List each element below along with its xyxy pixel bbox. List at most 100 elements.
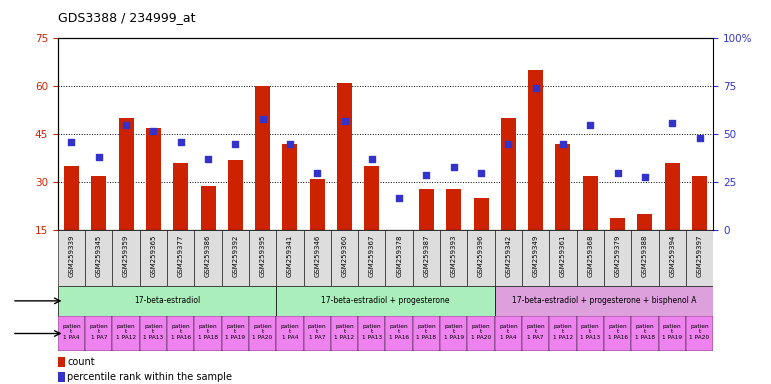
Text: 17-beta-estradiol: 17-beta-estradiol: [134, 296, 200, 305]
Bar: [249, 230, 276, 286]
Bar: [495, 230, 522, 286]
Bar: [113, 316, 140, 351]
Bar: [304, 316, 331, 351]
Bar: [446, 189, 461, 278]
Text: patien
t
1 PA18: patien t 1 PA18: [198, 324, 218, 339]
Bar: [386, 230, 412, 286]
Bar: [692, 176, 707, 278]
Text: patien
t
1 PA16: patien t 1 PA16: [170, 324, 190, 339]
Bar: [58, 372, 65, 382]
Bar: [501, 118, 516, 278]
Text: GSM259367: GSM259367: [369, 235, 375, 277]
Text: count: count: [67, 358, 95, 367]
Bar: [58, 230, 85, 286]
Text: patien
t
1 PA16: patien t 1 PA16: [608, 324, 628, 339]
Text: patien
t
1 PA18: patien t 1 PA18: [635, 324, 655, 339]
Bar: [227, 160, 243, 278]
Text: GDS3388 / 234999_at: GDS3388 / 234999_at: [58, 12, 195, 25]
Text: GSM259345: GSM259345: [96, 235, 102, 277]
Text: GSM259360: GSM259360: [342, 235, 348, 277]
Text: patien
t
1 PA4: patien t 1 PA4: [62, 324, 81, 339]
Text: 17-beta-estradiol + progesterone + bisphenol A: 17-beta-estradiol + progesterone + bisph…: [512, 296, 696, 305]
Point: [666, 120, 678, 126]
Point: [693, 135, 705, 141]
Bar: [221, 316, 249, 351]
Text: GSM259339: GSM259339: [69, 235, 75, 277]
Text: GSM259393: GSM259393: [451, 235, 456, 277]
Bar: [146, 128, 161, 278]
Bar: [419, 189, 434, 278]
Bar: [577, 230, 604, 286]
Text: patien
t
1 PA19: patien t 1 PA19: [225, 324, 245, 339]
Bar: [58, 357, 65, 367]
Text: GSM259359: GSM259359: [123, 235, 129, 277]
Text: GSM259377: GSM259377: [177, 235, 183, 277]
Bar: [583, 176, 598, 278]
Text: GSM259386: GSM259386: [205, 235, 211, 277]
Text: patien
t
1 PA13: patien t 1 PA13: [581, 324, 601, 339]
Point: [202, 156, 214, 162]
Bar: [113, 230, 140, 286]
Bar: [467, 316, 495, 351]
Text: patien
t
1 PA19: patien t 1 PA19: [443, 324, 464, 339]
Text: patien
t
1 PA12: patien t 1 PA12: [116, 324, 136, 339]
Bar: [359, 230, 386, 286]
Bar: [331, 230, 359, 286]
Text: percentile rank within the sample: percentile rank within the sample: [67, 372, 233, 382]
Bar: [658, 316, 686, 351]
Bar: [386, 316, 412, 351]
Bar: [522, 230, 549, 286]
Text: GSM259396: GSM259396: [478, 235, 484, 277]
Text: GSM259349: GSM259349: [533, 235, 539, 277]
Point: [448, 164, 460, 170]
Bar: [221, 230, 249, 286]
Text: patien
t
1 PA12: patien t 1 PA12: [553, 324, 573, 339]
Bar: [549, 230, 577, 286]
Point: [120, 122, 133, 128]
Bar: [331, 316, 359, 351]
Bar: [610, 218, 625, 278]
Text: patien
t
1 PA13: patien t 1 PA13: [362, 324, 382, 339]
Bar: [365, 166, 379, 278]
Bar: [473, 199, 489, 278]
Bar: [638, 214, 652, 278]
Point: [338, 118, 351, 124]
Point: [174, 139, 187, 145]
Point: [584, 122, 597, 128]
Bar: [194, 316, 222, 351]
Point: [530, 85, 542, 91]
Bar: [522, 316, 549, 351]
Bar: [631, 316, 658, 351]
Text: patien
t
1 PA12: patien t 1 PA12: [335, 324, 355, 339]
Bar: [686, 316, 713, 351]
Bar: [58, 286, 276, 316]
Text: GSM259361: GSM259361: [560, 235, 566, 277]
Bar: [119, 118, 133, 278]
Bar: [173, 163, 188, 278]
Text: GSM259388: GSM259388: [642, 235, 648, 277]
Bar: [555, 144, 571, 278]
Text: patien
t
1 PA19: patien t 1 PA19: [662, 324, 682, 339]
Bar: [167, 316, 194, 351]
Bar: [665, 163, 680, 278]
Bar: [440, 230, 467, 286]
Bar: [359, 316, 386, 351]
Bar: [549, 316, 577, 351]
Point: [66, 139, 78, 145]
Text: GSM259365: GSM259365: [150, 235, 157, 277]
Point: [502, 141, 514, 147]
Point: [257, 116, 269, 122]
Text: patien
t
1 PA20: patien t 1 PA20: [252, 324, 273, 339]
Point: [420, 172, 433, 178]
Point: [638, 174, 651, 180]
Bar: [255, 86, 270, 278]
Bar: [412, 316, 440, 351]
Point: [475, 170, 487, 176]
Point: [284, 141, 296, 147]
Bar: [631, 230, 658, 286]
Point: [93, 154, 105, 161]
Text: patien
t
1 PA16: patien t 1 PA16: [389, 324, 409, 339]
Text: GSM259379: GSM259379: [614, 235, 621, 277]
Text: GSM259397: GSM259397: [696, 235, 702, 277]
Bar: [392, 230, 406, 278]
